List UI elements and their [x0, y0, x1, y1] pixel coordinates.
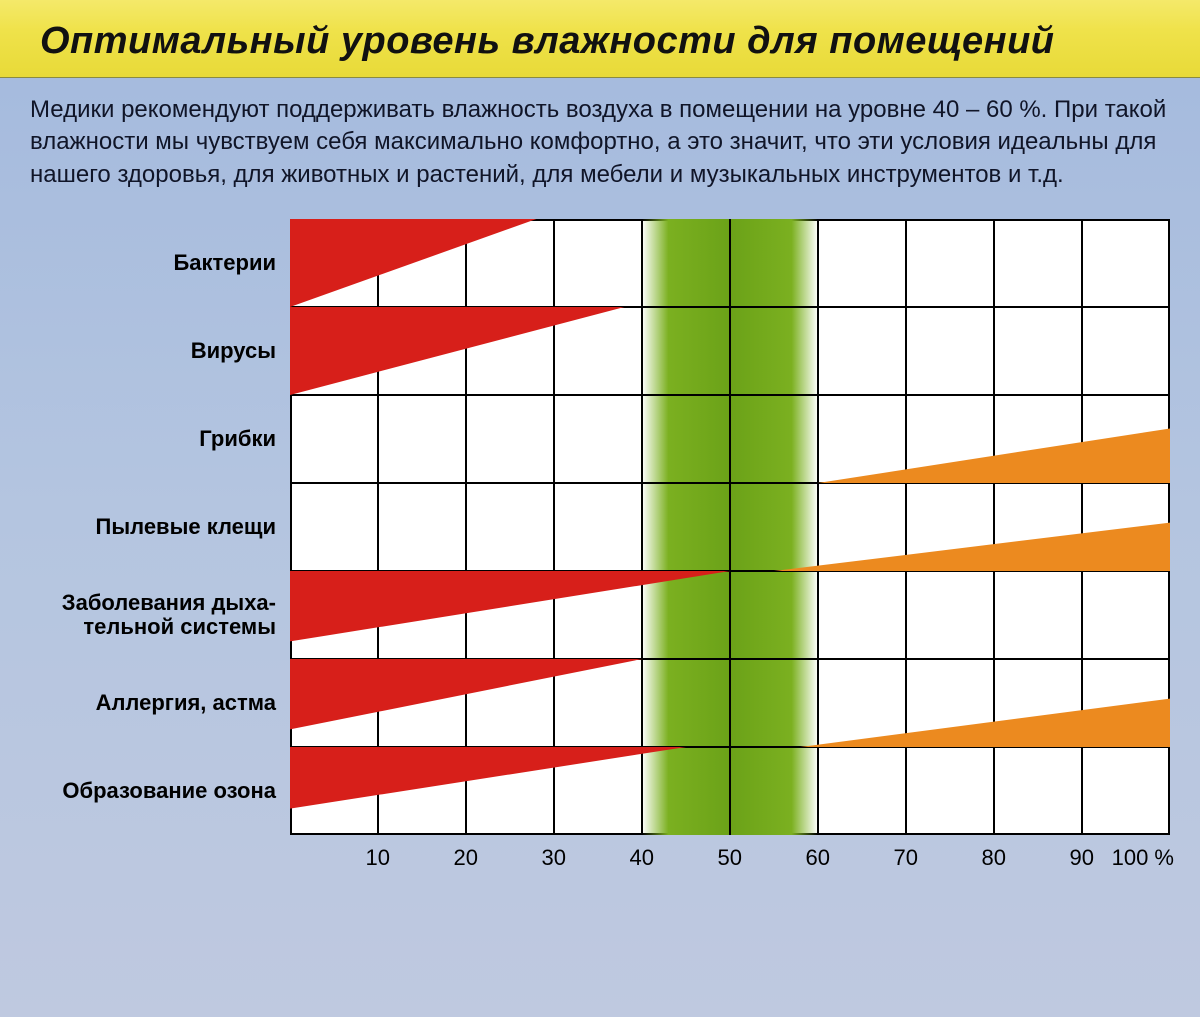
humidity-chart: БактерииВирусыГрибкиПылевые клещиЗаболев…: [30, 219, 1170, 871]
x-tick-label: 60: [742, 835, 830, 871]
row-label: Бактерии: [30, 219, 290, 307]
row-label: Вирусы: [30, 307, 290, 395]
gridline-horizontal: [290, 658, 1170, 660]
x-tick-label: 50: [654, 835, 742, 871]
gridline-horizontal: [290, 570, 1170, 572]
row-label: Образование озона: [30, 747, 290, 835]
chart-grid: [290, 219, 1170, 835]
row-label: Грибки: [30, 395, 290, 483]
x-tick-label: 80: [918, 835, 1006, 871]
x-tick-label: 10: [302, 835, 390, 871]
header-band: Оптимальный уровень влажности для помеще…: [0, 0, 1200, 78]
gridline-vertical: [553, 219, 555, 835]
x-axis: 102030405060708090100 %: [290, 835, 1170, 871]
page-title: Оптимальный уровень влажности для помеще…: [40, 20, 1160, 63]
gridline-vertical: [1081, 219, 1083, 835]
x-tick-label: 90: [1006, 835, 1094, 871]
gridline-vertical: [641, 219, 643, 835]
row-label: Аллергия, астма: [30, 659, 290, 747]
gridline-vertical: [465, 219, 467, 835]
x-tick-label: 30: [478, 835, 566, 871]
gridline-vertical: [817, 219, 819, 835]
x-tick-label: 100 %: [1086, 835, 1174, 871]
x-tick-label: 70: [830, 835, 918, 871]
gridline-vertical: [993, 219, 995, 835]
gridline-vertical: [729, 219, 731, 835]
intro-text: Медики рекомендуют поддерживать влажност…: [0, 78, 1200, 201]
row-labels-column: БактерииВирусыГрибкиПылевые клещиЗаболев…: [30, 219, 290, 835]
gridline-horizontal: [290, 482, 1170, 484]
gridline-vertical: [905, 219, 907, 835]
gridline-horizontal: [290, 746, 1170, 748]
x-tick-label: 20: [390, 835, 478, 871]
gridline-horizontal: [290, 394, 1170, 396]
gridline-vertical: [377, 219, 379, 835]
row-label: Пылевые клещи: [30, 483, 290, 571]
gridline-horizontal: [290, 306, 1170, 308]
row-label: Заболевания дыха-тельной системы: [30, 571, 290, 659]
x-tick-label: 40: [566, 835, 654, 871]
